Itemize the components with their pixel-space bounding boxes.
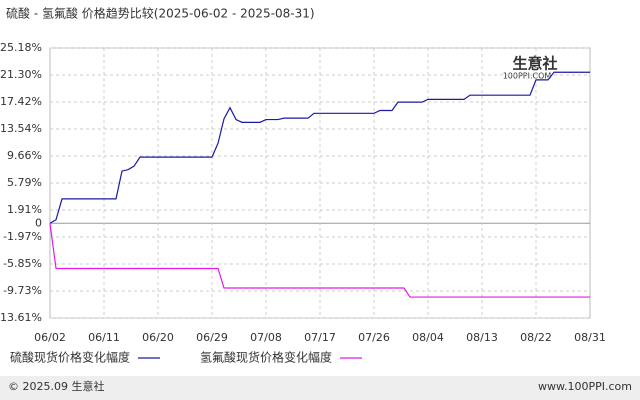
y-tick-label: 1.91% <box>7 203 42 216</box>
x-tick-label: 06/20 <box>142 331 174 344</box>
x-tick-label: 08/22 <box>520 331 552 344</box>
x-tick-label: 08/13 <box>466 331 498 344</box>
y-tick-label: -13.61% <box>0 311 42 324</box>
y-tick-label: 0 <box>35 216 42 229</box>
y-tick-label: 13.54% <box>0 122 42 135</box>
footer-band <box>0 376 640 400</box>
y-tick-label: -1.97% <box>3 230 42 243</box>
x-tick-label: 06/02 <box>34 331 66 344</box>
x-tick-label: 08/04 <box>412 331 444 344</box>
x-tick-label: 07/17 <box>304 331 336 344</box>
x-tick-label: 06/11 <box>88 331 120 344</box>
series-line <box>49 71 590 224</box>
x-tick-label: 07/26 <box>358 331 390 344</box>
y-tick-label: 5.79% <box>7 176 42 189</box>
y-tick-label: 21.30% <box>0 68 42 81</box>
footer-left: © 2025.09 生意社 <box>8 379 104 393</box>
y-tick-label: -5.85% <box>3 257 42 270</box>
legend-label: 硫酸现货价格变化幅度 <box>10 350 130 365</box>
watermark: 生意社 <box>512 55 557 73</box>
x-tick-label: 06/29 <box>196 331 228 344</box>
series-line <box>49 223 590 298</box>
y-tick-label: 9.66% <box>7 149 42 162</box>
watermark: 100PPI.COM <box>503 72 552 81</box>
legend-label: 氢氟酸现货价格变化幅度 <box>200 350 332 365</box>
x-tick-label: 08/31 <box>574 331 606 344</box>
y-tick-label: -9.73% <box>3 284 42 297</box>
y-tick-label: 17.42% <box>0 95 42 108</box>
chart-title: 硫酸 - 氢氟酸 价格趋势比较(2025-06-02 - 2025-08-31) <box>6 6 315 21</box>
y-tick-label: 25.18% <box>0 41 42 54</box>
x-tick-label: 07/08 <box>250 331 282 344</box>
footer-right: www.100PPI.com <box>538 380 632 393</box>
